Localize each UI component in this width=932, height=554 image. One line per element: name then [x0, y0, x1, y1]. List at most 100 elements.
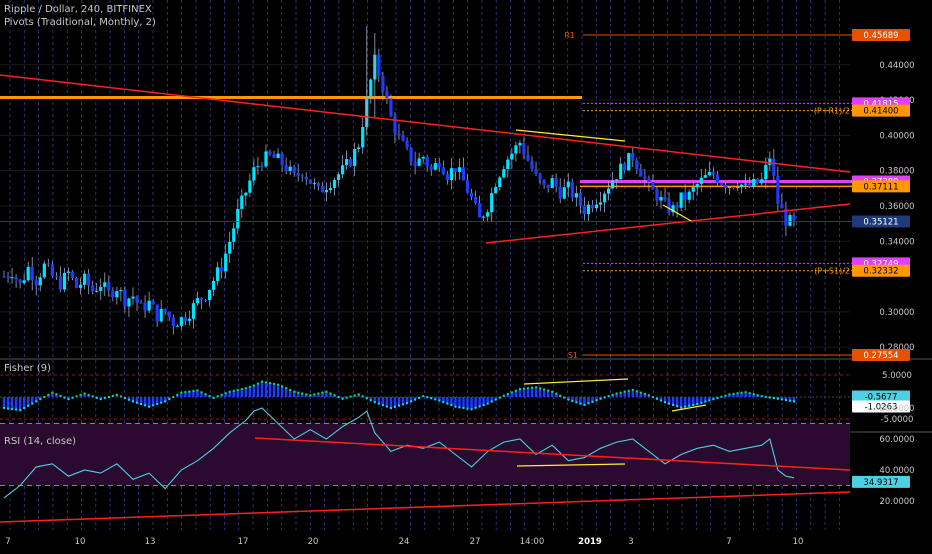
- rsi-tick-label: 80.0000: [879, 404, 914, 414]
- candle-body: [482, 216, 486, 218]
- fisher-dot: [353, 394, 356, 397]
- candle-body: [711, 171, 715, 175]
- fisher-dot: [293, 390, 296, 393]
- fisher-dot: [123, 397, 126, 400]
- candle-body: [393, 116, 397, 134]
- fisher-dot: [269, 382, 272, 385]
- rsi-tick-label: 20.0000: [879, 497, 914, 507]
- fisher-dot: [236, 388, 239, 391]
- candle-body: [369, 79, 373, 96]
- candle-body: [46, 263, 50, 265]
- candle-body: [328, 187, 333, 191]
- candle-body: [550, 178, 554, 188]
- pivot-label: S1: [568, 351, 578, 360]
- price-badge-text: 0.41400: [863, 107, 898, 117]
- fisher-dot: [430, 397, 433, 400]
- candle-body: [643, 176, 647, 179]
- fisher-dot: [256, 382, 259, 385]
- fisher-dot: [47, 393, 50, 396]
- candle-body: [224, 253, 228, 272]
- candle-body: [268, 151, 272, 155]
- highlight-line: [523, 378, 629, 385]
- fisher-dot: [688, 404, 691, 407]
- fisher-dot: [252, 384, 255, 387]
- price-badge: [852, 104, 910, 117]
- fisher-dot: [756, 394, 759, 397]
- fisher-dot: [619, 391, 622, 394]
- candle-body: [256, 166, 260, 168]
- fisher-dot: [19, 409, 22, 412]
- candle-body: [240, 195, 244, 209]
- fisher-dot: [208, 395, 211, 398]
- candle-body: [272, 154, 276, 158]
- fisher-dot: [349, 395, 352, 398]
- candle-body: [187, 318, 192, 321]
- fisher-dot: [136, 401, 139, 404]
- fisher-dot: [567, 398, 570, 401]
- time-axis-label: 10: [75, 537, 86, 547]
- fisher-dot: [764, 395, 767, 398]
- candle-body: [340, 165, 345, 175]
- candle-body: [26, 266, 30, 281]
- rsi-tick-label: 40.0000: [879, 466, 914, 476]
- candle-body: [457, 167, 462, 172]
- candle-body: [627, 153, 631, 171]
- candle-body: [639, 168, 643, 177]
- price-tick-label: 0.40000: [879, 131, 914, 141]
- fisher-dot: [559, 394, 562, 397]
- fisher-dot: [99, 398, 102, 401]
- fisher-dot: [148, 405, 151, 408]
- candle-body: [611, 180, 615, 189]
- fisher-dot: [446, 402, 449, 405]
- fisher-dot: [555, 392, 558, 395]
- time-axis-label: 7: [726, 537, 731, 547]
- fisher-dot: [192, 389, 195, 392]
- candle-body: [14, 277, 18, 280]
- candle-body: [50, 264, 54, 276]
- fisher-dot: [788, 399, 791, 402]
- candle-body: [760, 179, 764, 184]
- fisher-dot: [510, 391, 513, 394]
- candle-body: [203, 299, 208, 301]
- candle-body: [405, 140, 409, 148]
- fisher-dot: [740, 391, 743, 394]
- candle-body: [586, 204, 591, 215]
- price-tick-label: 0.30000: [879, 308, 914, 318]
- candle-body: [562, 187, 566, 199]
- candle-body: [594, 204, 599, 209]
- candle-body: [631, 153, 635, 161]
- fisher-dot: [526, 387, 529, 390]
- time-axis-label: 27: [470, 537, 481, 547]
- candle-body: [308, 179, 312, 184]
- candle-body: [2, 276, 6, 278]
- fisher-dot: [277, 383, 280, 386]
- candle-body: [248, 180, 252, 193]
- fisher-dot: [240, 388, 243, 391]
- fisher-dot: [603, 396, 606, 399]
- fisher-dot: [83, 392, 86, 395]
- fisher-dot: [325, 390, 328, 393]
- fisher-dot: [623, 390, 626, 393]
- fisher-dot: [486, 402, 489, 405]
- fisher-dot: [107, 396, 110, 398]
- fisher-dot: [784, 399, 787, 402]
- prior-pivot-line: [0, 96, 582, 99]
- candle-body: [171, 317, 175, 327]
- fisher-dot: [438, 399, 441, 402]
- candle-body: [54, 275, 58, 277]
- fisher-dot: [498, 396, 501, 399]
- fisher-dot: [518, 388, 521, 391]
- candle-body: [429, 166, 433, 170]
- fisher-dot: [289, 388, 292, 391]
- candle-body: [147, 300, 151, 311]
- candle-body: [288, 166, 292, 171]
- candle-body: [95, 290, 99, 292]
- candle-body: [744, 183, 748, 185]
- candle-body: [510, 153, 514, 160]
- fisher-dot: [75, 395, 78, 398]
- price-tick-label: 0.36000: [879, 202, 914, 212]
- fisher-dot: [414, 398, 417, 401]
- candle-body: [756, 179, 760, 184]
